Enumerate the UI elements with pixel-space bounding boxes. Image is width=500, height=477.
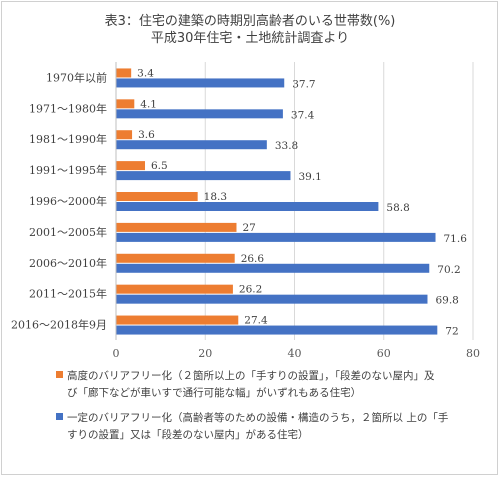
bar-basic-barrier-free [116,202,379,211]
category-label: 2016～2018年9月 [11,318,107,332]
bar-high-barrier-free [116,161,146,171]
x-tick-label: 20 [198,347,212,360]
x-tick-label: 60 [377,347,391,360]
data-label-basic: 70.2 [437,264,460,276]
data-label-high: 27.4 [244,315,268,327]
bar-high-barrier-free [116,99,135,109]
legend-swatch-blue [56,413,63,420]
bar-basic-barrier-free [116,263,430,273]
legend-item-high-cont: び「廊下などが車いすで通行可能な幅」がいずれもある住宅） [67,385,497,402]
category-label: 1991～1995年 [29,163,107,177]
data-label-basic: 39.1 [298,171,321,183]
data-label-high: 26.6 [241,253,265,265]
legend-item-basic-cont: すりの設置」又は「段差のない屋内」がある住宅） [67,427,497,444]
bar-basic-barrier-free [116,78,285,88]
legend-item-high-barrier-free: 高度のバリアフリー化（２箇所以上の「手すりの設置」，「段差のない屋内」及 [56,368,486,385]
category-label: 2006～2010年 [29,256,107,270]
legend-label: 高度のバリアフリー化（２箇所以上の「手すりの設置」，「段差のない屋内」及 [67,370,435,382]
data-label-high: 3.6 [138,129,155,141]
legend-label: 一定のバリアフリー化（高齢者等のための設備・構造のうち，２箇所以 上の「手 [67,412,449,424]
x-tick-label: 40 [288,347,302,360]
bar-basic-barrier-free [116,171,291,181]
category-label: 1996～2000年 [29,194,107,208]
legend-label: び「廊下などが車いすで通行可能な幅」がいずれもある住宅） [67,387,362,399]
chart-subtitle: 平成30年住宅・土地統計調査より [150,31,350,46]
bar-high-barrier-free [116,192,198,201]
x-tick-label: 80 [466,347,480,360]
data-label-high: 26.2 [239,284,262,296]
category-label: 1971～1980年 [29,101,107,115]
data-label-high: 3.4 [137,67,154,79]
category-label: 1970年以前 [46,70,107,84]
data-label-basic: 69.8 [435,295,458,307]
bar-high-barrier-free [116,253,235,263]
category-label: 2011～2015年 [29,287,107,301]
data-label-basic: 72 [445,326,458,338]
legend-label: すりの設置」又は「段差のない屋内」がある住宅） [67,429,309,441]
bar-high-barrier-free [116,315,239,325]
bar-basic-barrier-free [116,109,283,119]
data-label-high: 18.3 [204,191,227,203]
data-label-basic: 37.7 [292,78,315,90]
data-label-basic: 71.6 [444,233,468,245]
bar-basic-barrier-free [116,325,438,335]
legend-item-basic-barrier-free: 一定のバリアフリー化（高齢者等のための設備・構造のうち，２箇所以 上の「手 [56,410,486,427]
data-label-basic: 33.8 [275,140,298,152]
bar-high-barrier-free [116,130,133,140]
legend-swatch-orange [56,371,63,378]
category-label: 2001～2005年 [29,225,107,239]
bar-high-barrier-free [116,68,132,78]
bar-basic-barrier-free [116,294,428,304]
category-label: 1981～1990年 [29,132,107,146]
bar-basic-barrier-free [116,140,267,150]
bar-high-barrier-free [116,284,233,294]
bar-high-barrier-free [116,222,237,232]
data-label-high: 4.1 [140,98,157,110]
data-label-basic: 58.8 [386,202,409,214]
chart-title: 表3：住宅の建築の時期別高齢者のいる世帯数(%) [104,14,396,29]
data-label-high: 6.5 [151,160,168,172]
data-label-high: 27 [242,222,255,234]
data-label-basic: 37.4 [291,109,315,121]
x-tick-label: 0 [113,347,120,360]
bar-basic-barrier-free [116,232,436,242]
